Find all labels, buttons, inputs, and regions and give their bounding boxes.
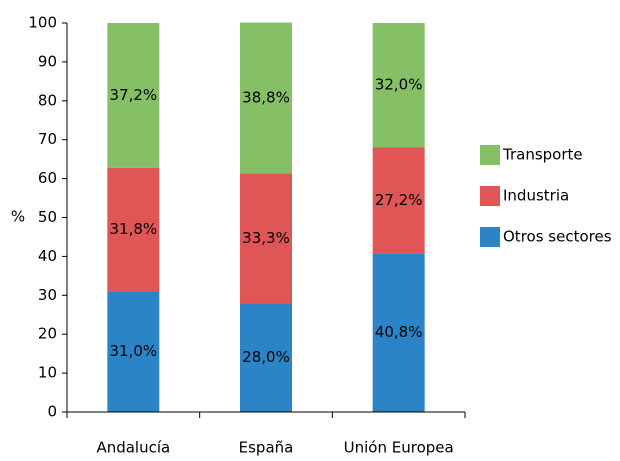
bar-segment [372,147,425,254]
y-tick-label: 100 [28,14,57,32]
bar-segment [240,173,292,304]
x-tick-label: Andalucía [96,439,170,457]
y-tick-label: 30 [38,286,57,304]
bar-segment [107,23,160,168]
legend-swatch [480,145,500,165]
data-label: 37,2% [110,86,158,104]
legend-label: Industria [503,187,569,205]
y-tick-label: 80 [38,91,57,109]
data-label: 28,0% [242,348,290,366]
y-tick-label: 90 [38,52,57,70]
legend-swatch [480,227,500,247]
bar-segment [240,22,292,174]
data-label: 31,8% [110,220,158,238]
data-label: 38,8% [242,89,290,107]
y-tick-label: 10 [38,364,57,382]
legend-label: Transporte [502,146,583,164]
y-tick-label: 60 [38,169,57,187]
y-tick-label: 20 [38,325,57,343]
y-tick-label: 40 [38,247,57,265]
x-tick-label: Unión Europea [344,439,454,457]
data-label: 31,0% [110,342,158,360]
x-tick-label: España [239,439,294,457]
data-label: 33,3% [242,229,290,247]
data-label: 32,0% [375,76,423,94]
y-axis-label: % [11,208,25,226]
bar-segment [372,253,425,412]
data-label: 27,2% [375,191,423,209]
legend-swatch [480,186,500,206]
bar-segment [107,291,160,412]
legend-label: Otros sectores [503,228,612,246]
y-tick-label: 70 [38,130,57,148]
y-tick-label: 0 [47,403,57,421]
bar-segment [240,303,292,412]
data-label: 40,8% [375,323,423,341]
y-tick-label: 50 [38,208,57,226]
bar-segment [107,167,160,292]
bar-segment [372,23,425,148]
